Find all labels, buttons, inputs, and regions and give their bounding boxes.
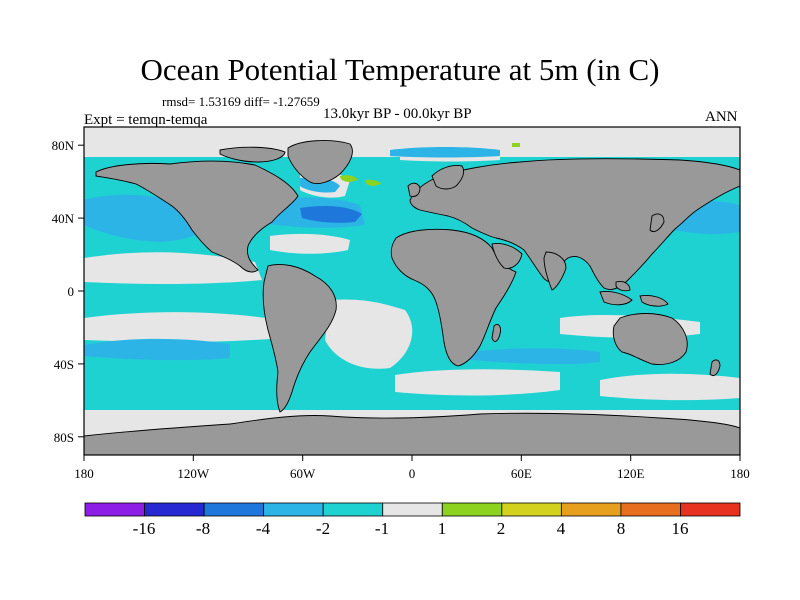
- map-plot: [84, 127, 740, 455]
- colorbar-box: [501, 502, 562, 517]
- experiment-label: Expt = temqn-temqa: [84, 112, 208, 128]
- x-tick-label: 180: [730, 466, 750, 481]
- colorbar-box: [203, 502, 265, 517]
- warming-regions: [340, 143, 520, 186]
- colorbar-box: [560, 502, 622, 517]
- colorbar: -16 -8 -4 -2 -1 1 2 4 8 16: [84, 502, 741, 538]
- colorbar-label: -1: [375, 519, 389, 538]
- map-title: Ocean Potential Temperature at 5m (in C): [140, 52, 660, 87]
- colorbar-box: [263, 502, 324, 517]
- colorbar-box: [680, 502, 741, 517]
- time-period-label: 13.0kyr BP - 00.0kyr BP: [323, 106, 472, 122]
- rmsd-diff-stats: rmsd= 1.53169 diff= -1.27659: [162, 94, 320, 109]
- colorbar-box: [441, 502, 503, 517]
- x-tick-label: 60W: [290, 466, 316, 481]
- colorbar-box: [144, 502, 205, 517]
- y-tick-label: 80N: [52, 138, 75, 153]
- land-masses: [84, 140, 740, 455]
- colorbar-boxes: [84, 502, 741, 517]
- x-tick-label: 180: [74, 466, 94, 481]
- colorbar-label: 1: [438, 519, 447, 538]
- colorbar-label: 2: [497, 519, 506, 538]
- season-label: ANN: [705, 109, 738, 125]
- axis-ticks: [78, 144, 741, 461]
- y-tick-label: 80S: [54, 430, 74, 445]
- y-tick-label: 40S: [54, 357, 74, 372]
- colorbar-label: -2: [316, 519, 330, 538]
- colorbar-label: 8: [617, 519, 626, 538]
- colorbar-box: [620, 502, 681, 517]
- colorbar-box: [322, 502, 384, 517]
- colorbar-label: 16: [672, 519, 689, 538]
- y-tick-label: 40N: [52, 211, 75, 226]
- x-tick-label: 120W: [177, 466, 210, 481]
- colorbar-label: -16: [133, 519, 156, 538]
- colorbar-box: [84, 502, 145, 517]
- x-tick-label: 60E: [511, 466, 532, 481]
- y-tick-label: 0: [68, 284, 75, 299]
- x-tick-label: 120E: [617, 466, 645, 481]
- colorbar-label: 4: [557, 519, 566, 538]
- colorbar-label: -8: [196, 519, 210, 538]
- x-tick-label: 0: [409, 466, 416, 481]
- colorbar-box: [382, 502, 443, 517]
- colorbar-label: -4: [256, 519, 271, 538]
